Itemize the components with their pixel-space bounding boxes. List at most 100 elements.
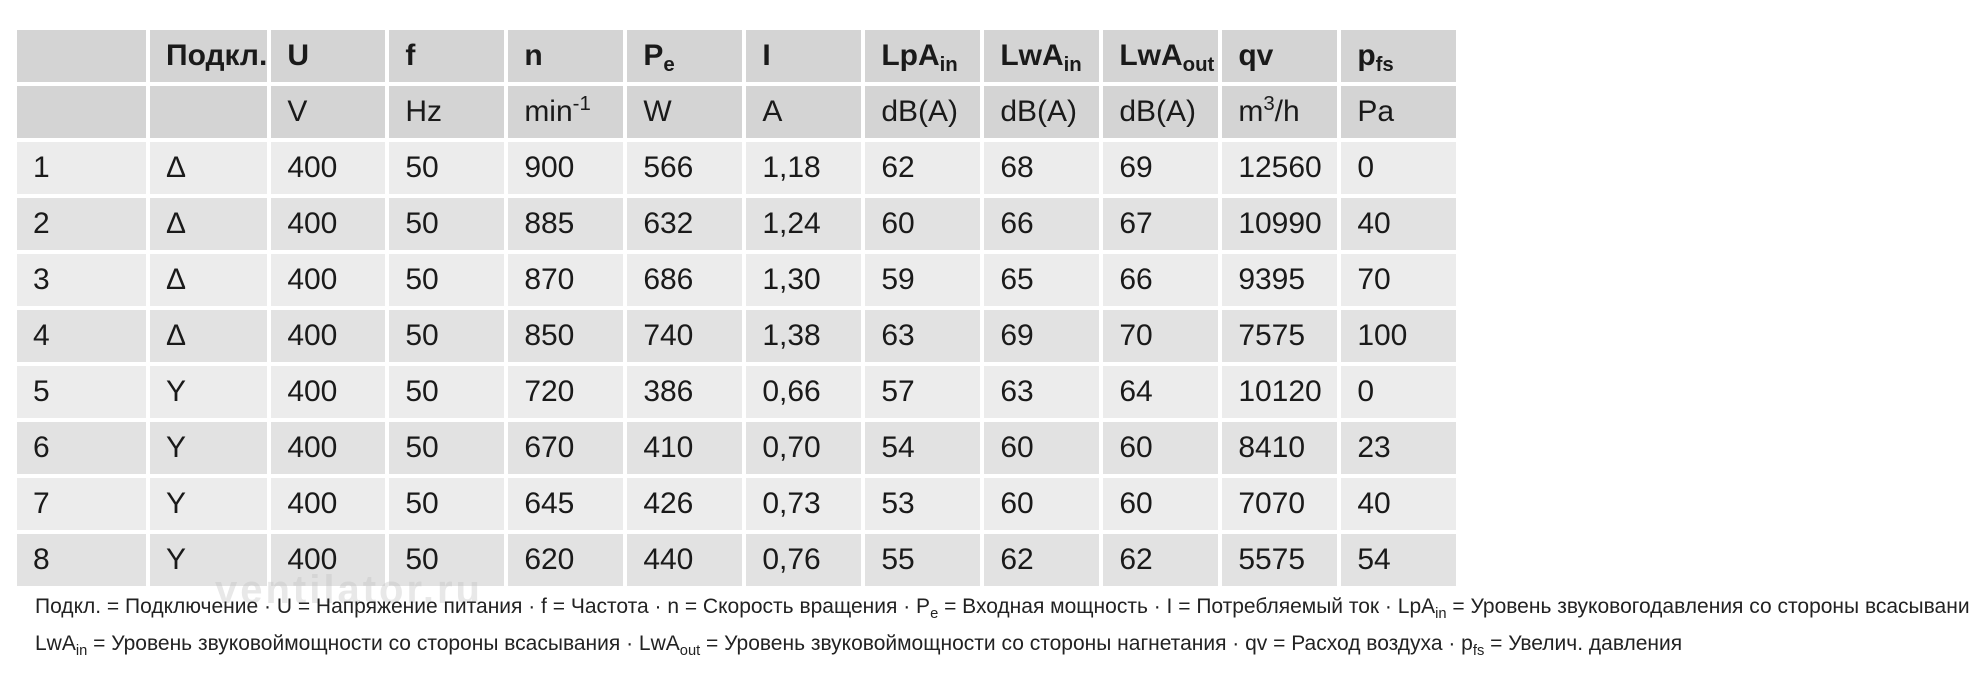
cell-current: 1,30: [746, 254, 862, 306]
cell-lwa-in: 60: [984, 422, 1100, 474]
cell-voltage: 400: [271, 310, 386, 362]
cell-pressure: 100: [1341, 310, 1457, 362]
unit-cell-lwa-out: dB(A): [1103, 86, 1219, 138]
cell-speed: 900: [508, 142, 624, 194]
cell-power: 410: [627, 422, 743, 474]
cell-lwa-out: 67: [1103, 198, 1219, 250]
header-cell-frequency: f: [389, 30, 505, 82]
cell-pressure: 54: [1341, 534, 1457, 586]
cell-pressure: 23: [1341, 422, 1457, 474]
cell-pressure: 40: [1341, 478, 1457, 530]
cell-pressure: 70: [1341, 254, 1457, 306]
cell-current: 1,38: [746, 310, 862, 362]
cell-lpa-in: 57: [865, 366, 981, 418]
cell-airflow: 8410: [1222, 422, 1338, 474]
cell-airflow: 7070: [1222, 478, 1338, 530]
legend-line-2: LwAin = Уровень звуковоймощности со стор…: [35, 632, 1683, 660]
cell-frequency: 50: [389, 142, 505, 194]
cell-voltage: 400: [271, 198, 386, 250]
cell-speed: 850: [508, 310, 624, 362]
cell-lpa-in: 63: [865, 310, 981, 362]
cell-airflow: 5575: [1222, 534, 1338, 586]
cell-speed: 885: [508, 198, 624, 250]
cell-power: 632: [627, 198, 743, 250]
cell-lwa-out: 69: [1103, 142, 1219, 194]
unit-cell-current: A: [746, 86, 862, 138]
cell-current: 1,24: [746, 198, 862, 250]
cell-lwa-in: 69: [984, 310, 1100, 362]
cell-airflow: 10990: [1222, 198, 1338, 250]
cell-connection: Y: [150, 366, 268, 418]
header-cell-speed: n: [508, 30, 624, 82]
legend-line-1: Подкл. = Подключение · U = Напряжение пи…: [35, 595, 1969, 623]
table-row: 3 Δ 400 50 870 686 1,30 59 65 66 9395 70: [17, 254, 1457, 306]
unit-cell-power: W: [627, 86, 743, 138]
cell-lpa-in: 54: [865, 422, 981, 474]
header-row: Подкл. U f n Pe I LpAin LwAin LwAout qv …: [17, 30, 1457, 82]
cell-voltage: 400: [271, 254, 386, 306]
cell-power: 686: [627, 254, 743, 306]
cell-frequency: 50: [389, 254, 505, 306]
header-cell-lwa-in: LwAin: [984, 30, 1100, 82]
unit-cell-frequency: Hz: [389, 86, 505, 138]
cell-speed: 620: [508, 534, 624, 586]
header-cell-index: [17, 30, 146, 82]
cell-pressure: 40: [1341, 198, 1457, 250]
cell-connection: Y: [150, 422, 268, 474]
cell-frequency: 50: [389, 478, 505, 530]
cell-connection: Y: [150, 478, 268, 530]
cell-power: 440: [627, 534, 743, 586]
header-cell-power: Pe: [627, 30, 743, 82]
cell-index: 7: [17, 478, 146, 530]
cell-voltage: 400: [271, 142, 386, 194]
header-cell-current: I: [746, 30, 862, 82]
cell-power: 386: [627, 366, 743, 418]
table-row: 1 Δ 400 50 900 566 1,18 62 68 69 12560 0: [17, 142, 1457, 194]
cell-frequency: 50: [389, 422, 505, 474]
spec-table-wrapper: Подкл. U f n Pe I LpAin LwAin LwAout qv …: [17, 30, 1460, 590]
cell-lwa-in: 60: [984, 478, 1100, 530]
cell-speed: 645: [508, 478, 624, 530]
abbreviation-legend: Подкл. = Подключение · U = Напряжение пи…: [35, 588, 1969, 662]
cell-index: 8: [17, 534, 146, 586]
cell-current: 0,70: [746, 422, 862, 474]
fan-spec-table: Подкл. U f n Pe I LpAin LwAin LwAout qv …: [13, 26, 1460, 590]
cell-lwa-out: 60: [1103, 478, 1219, 530]
header-cell-voltage: U: [271, 30, 386, 82]
cell-lwa-in: 62: [984, 534, 1100, 586]
cell-airflow: 12560: [1222, 142, 1338, 194]
table-row: 2 Δ 400 50 885 632 1,24 60 66 67 10990 40: [17, 198, 1457, 250]
unit-cell-connection: [150, 86, 268, 138]
cell-lwa-in: 68: [984, 142, 1100, 194]
cell-index: 4: [17, 310, 146, 362]
unit-cell-airflow: m3/h: [1222, 86, 1338, 138]
cell-speed: 870: [508, 254, 624, 306]
cell-current: 0,73: [746, 478, 862, 530]
cell-lwa-out: 60: [1103, 422, 1219, 474]
cell-current: 0,66: [746, 366, 862, 418]
cell-connection: Y: [150, 534, 268, 586]
cell-frequency: 50: [389, 310, 505, 362]
cell-airflow: 7575: [1222, 310, 1338, 362]
unit-cell-speed: min-1: [508, 86, 624, 138]
cell-lpa-in: 59: [865, 254, 981, 306]
cell-speed: 720: [508, 366, 624, 418]
cell-frequency: 50: [389, 198, 505, 250]
header-cell-pressure: pfs: [1341, 30, 1457, 82]
table-row: 4 Δ 400 50 850 740 1,38 63 69 70 7575 100: [17, 310, 1457, 362]
cell-speed: 670: [508, 422, 624, 474]
unit-cell-voltage: V: [271, 86, 386, 138]
header-cell-airflow: qv: [1222, 30, 1338, 82]
cell-index: 3: [17, 254, 146, 306]
cell-pressure: 0: [1341, 366, 1457, 418]
table-row: 7 Y 400 50 645 426 0,73 53 60 60 7070 40: [17, 478, 1457, 530]
cell-connection: Δ: [150, 142, 268, 194]
cell-connection: Δ: [150, 310, 268, 362]
cell-connection: Δ: [150, 198, 268, 250]
table-row: 8 Y 400 50 620 440 0,76 55 62 62 5575 54: [17, 534, 1457, 586]
unit-cell-lpa-in: dB(A): [865, 86, 981, 138]
cell-lwa-out: 66: [1103, 254, 1219, 306]
cell-index: 6: [17, 422, 146, 474]
cell-airflow: 10120: [1222, 366, 1338, 418]
cell-lpa-in: 53: [865, 478, 981, 530]
